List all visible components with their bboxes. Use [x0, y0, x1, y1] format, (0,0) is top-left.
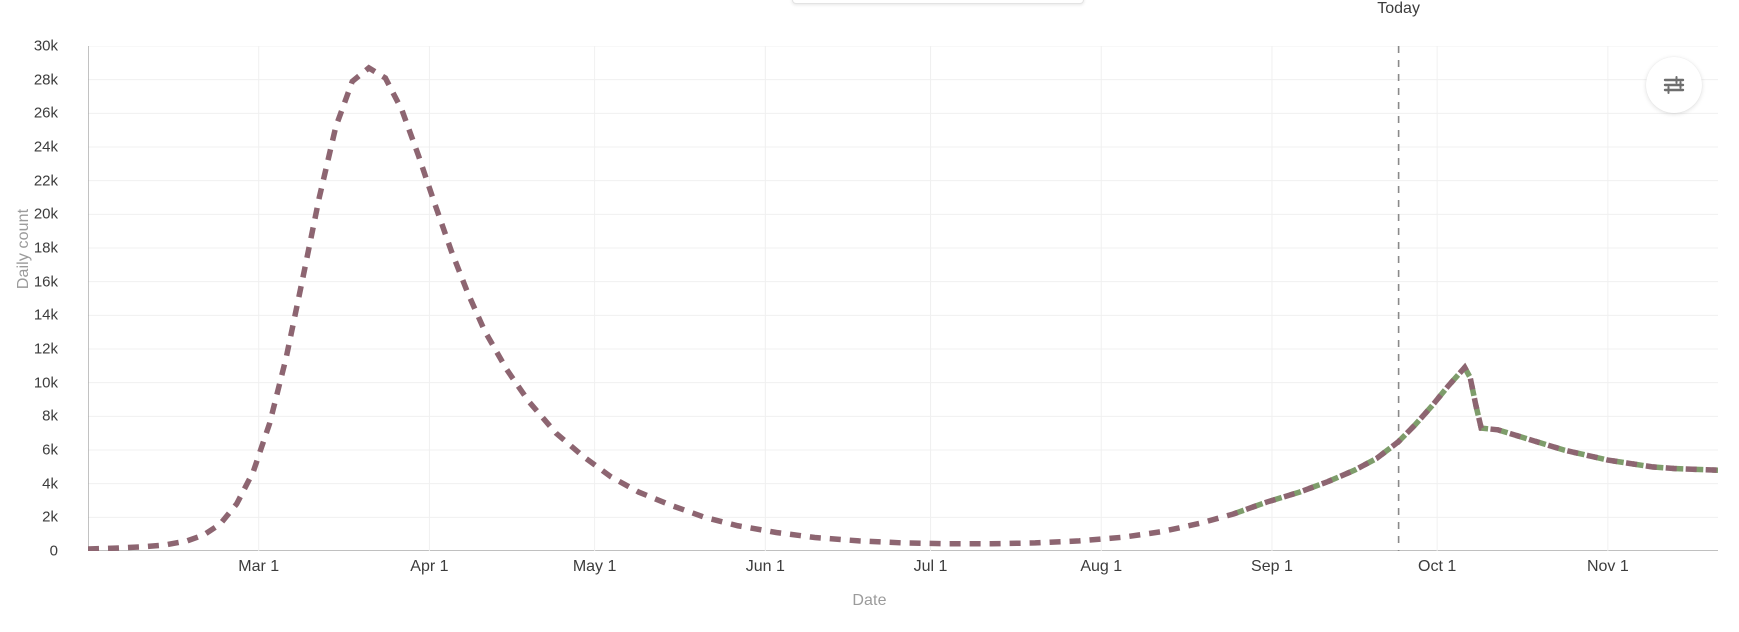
- x-tick-label: Mar 1: [238, 558, 280, 575]
- y-tick-label: 2k: [42, 508, 58, 526]
- y-tick-label: 16k: [33, 273, 58, 291]
- y-tick-label: 20k: [33, 205, 58, 223]
- y-tick-label: 4k: [42, 475, 58, 493]
- y-tick-label: 30k: [33, 37, 58, 55]
- y-tick-label: 18k: [33, 239, 58, 257]
- y-tick-label: 10k: [33, 374, 58, 392]
- x-tick-label: Aug 1: [1080, 558, 1123, 575]
- y-tick-label: 6k: [42, 441, 58, 459]
- y-tick-label: 14k: [33, 306, 58, 324]
- plot-area: 0 2k 4k 6k 8k 10k 12k 14k 16k 18k 20k 22k 24k 26k 28k 3…: [34, 0, 1719, 575]
- clipped-panel-edge: [792, 0, 1084, 4]
- y-tick-label: 22k: [33, 172, 58, 190]
- series-line: [1232, 362, 1719, 517]
- x-tick-label: Apr 1: [410, 558, 449, 575]
- y-tick-label: 28k: [33, 71, 58, 89]
- series-line: [87, 64, 1719, 552]
- plot-svg: [82, 32, 1719, 558]
- x-axis-title: Date: [852, 592, 887, 609]
- x-tick-label: Nov 1: [1586, 558, 1629, 575]
- y-tick-label: 12k: [33, 340, 58, 358]
- x-tick-label: Oct 1: [1418, 558, 1457, 575]
- sliders-icon-button[interactable]: [1646, 57, 1702, 113]
- y-tick-label: 8k: [42, 407, 58, 425]
- y-tick-label: 0: [49, 542, 58, 560]
- x-tick-label: Jul 1: [913, 558, 948, 575]
- x-tick-label: May 1: [572, 558, 617, 575]
- x-tick-label: Sep 1: [1251, 558, 1293, 575]
- sliders-icon: [1661, 72, 1687, 98]
- y-tick-label: 24k: [33, 138, 58, 156]
- today-marker-label: Today: [1377, 0, 1420, 17]
- x-tick-label: Jun 1: [745, 558, 785, 575]
- y-tick-label: 26k: [33, 104, 58, 122]
